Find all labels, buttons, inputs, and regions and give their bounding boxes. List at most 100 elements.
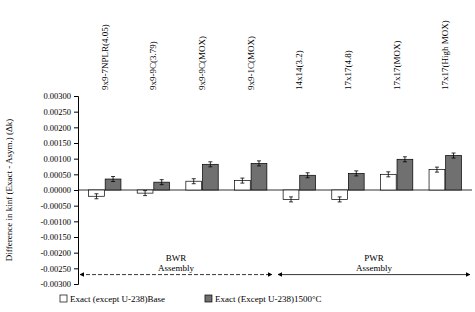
y-axis-line (74, 97, 79, 285)
annotation: BWRAssembly (158, 253, 195, 273)
y-axis: 0.00300 0.00250 0.00200 0.00150 0.00100 0.000… (41, 91, 79, 289)
error-bar (386, 172, 390, 177)
category-label: 9x9-7NPLR(4.05) (100, 24, 110, 90)
y-tick: 0.00300 (43, 91, 78, 101)
error-cap (435, 167, 439, 168)
error-bar (403, 157, 407, 162)
error-stem (436, 167, 437, 172)
y-tick-mark (74, 237, 78, 238)
y-tick-label: 0.00300 (43, 91, 71, 101)
legend: Exact (except U-238)Base Exact (Except U-… (60, 294, 322, 304)
category-label: 9x9-9C(3.79) (148, 41, 158, 90)
y-tick-mark (74, 127, 78, 128)
y-tick-label: 0.00150 (43, 138, 71, 148)
error-bar (192, 179, 196, 184)
error-cap (386, 171, 390, 172)
category-label: 17x17(High MOX) (440, 20, 450, 90)
bars (89, 153, 462, 202)
error-bar (240, 178, 244, 183)
category-label: 9x9-9C(MOX) (197, 36, 207, 90)
error-stem (145, 191, 146, 196)
y-tick: 0.00050 (43, 170, 78, 180)
y-axis-title: Difference in kinf (Exact - Asym.) (Δk) (4, 119, 14, 261)
error-cap (160, 179, 164, 180)
error-stem (356, 171, 357, 176)
category-label: 17x17(MOX) (392, 41, 402, 91)
error-cap (257, 165, 261, 166)
y-tick: -0.00050 (41, 201, 78, 211)
error-cap (208, 166, 212, 167)
y-tick-mark (74, 143, 78, 144)
legend-swatch (205, 295, 212, 302)
y-tick: 0.00150 (43, 138, 78, 148)
y-tick-label: -0.00100 (41, 217, 71, 227)
error-stem (113, 177, 114, 182)
error-stem (161, 180, 162, 185)
y-tick: 0.00100 (43, 154, 78, 164)
error-cap (386, 176, 390, 177)
error-bar (289, 197, 293, 202)
error-cap (452, 158, 456, 159)
error-cap (354, 175, 358, 176)
error-bar (257, 161, 261, 166)
error-cap (435, 172, 439, 173)
category-label: 17x17(4.8) (343, 50, 353, 90)
y-tick-label: 0.00200 (43, 123, 71, 133)
error-cap (403, 156, 407, 157)
y-tick-label: -0.00250 (41, 264, 71, 274)
bar (348, 173, 364, 190)
y-tick-label: -0.00300 (41, 279, 71, 289)
y-tick: 0.00250 (43, 107, 78, 117)
y-tick-mark (74, 221, 78, 222)
y-tick: -0.00150 (41, 232, 78, 242)
y-tick-label: -0.00200 (41, 248, 71, 258)
error-stem (96, 194, 97, 199)
error-cap (257, 160, 261, 161)
y-tick-label: 0.00050 (43, 170, 71, 180)
error-bar (143, 191, 147, 196)
y-tick: -0.00250 (41, 264, 78, 274)
error-bar (354, 171, 358, 176)
error-bar (208, 162, 212, 167)
error-cap (354, 170, 358, 171)
error-bar (452, 153, 456, 158)
error-stem (193, 179, 194, 184)
bar (380, 174, 396, 190)
error-cap (192, 178, 196, 179)
error-stem (258, 161, 259, 166)
error-cap (94, 198, 98, 199)
error-stem (453, 153, 454, 158)
error-cap (240, 183, 244, 184)
legend-swatch (60, 295, 67, 302)
error-bar (306, 173, 310, 178)
error-bar (338, 197, 342, 202)
legend-label: Exact (Except U-238)1500°C (215, 294, 322, 304)
error-cap (94, 193, 98, 194)
y-tick-label: -0.00150 (41, 232, 71, 242)
annotation-arrow (278, 274, 470, 275)
bar (300, 175, 316, 190)
legend-label: Exact (except U-238)Base (70, 294, 165, 304)
category-label: 14x14(3.2) (294, 50, 304, 90)
y-tick: -0.00100 (41, 217, 78, 227)
error-cap (306, 172, 310, 173)
error-stem (388, 172, 389, 177)
error-bar (435, 167, 439, 172)
bar (429, 170, 445, 190)
y-tick-mark (74, 112, 78, 113)
category-label: 9x9-1C(MOX) (246, 36, 256, 90)
y-tick: -0.00200 (41, 248, 78, 258)
y-tick-mark (74, 284, 78, 285)
error-bar (160, 180, 164, 185)
error-stem (242, 178, 243, 183)
error-stem (291, 197, 292, 202)
error-cap (143, 190, 147, 191)
y-tick-mark (74, 253, 78, 254)
y-tick-label: -0.00050 (41, 201, 71, 211)
error-cap (111, 181, 115, 182)
y-tick-mark (74, 206, 78, 207)
error-bar (111, 177, 115, 182)
y-tick-mark (74, 159, 78, 160)
error-cap (143, 195, 147, 196)
error-cap (192, 183, 196, 184)
